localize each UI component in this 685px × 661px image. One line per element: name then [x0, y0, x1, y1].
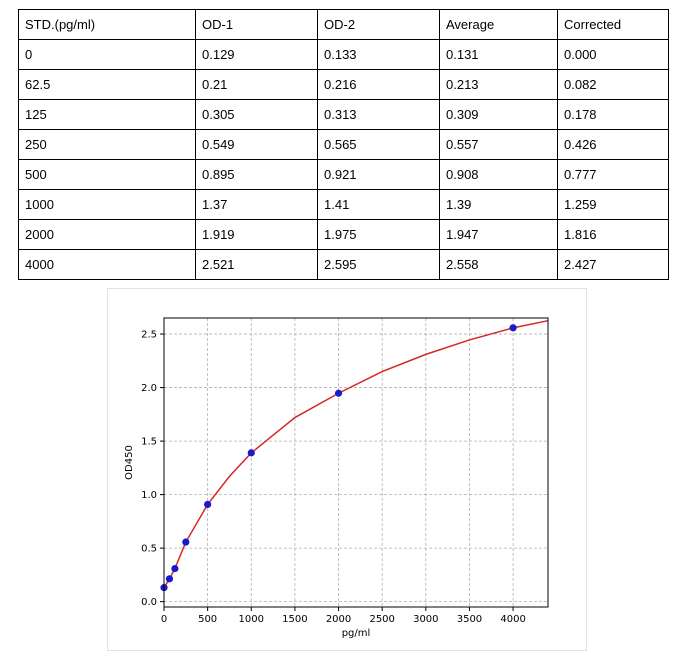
- table-cell: 0.426: [557, 129, 669, 160]
- data-point: [171, 564, 179, 573]
- y-tick-label: 0.0: [141, 597, 157, 608]
- table-header-cell: OD-2: [317, 9, 440, 40]
- data-point: [509, 324, 517, 332]
- table-cell: 0.133: [317, 39, 440, 70]
- x-tick-label: 4000: [500, 614, 525, 625]
- table-cell: 1.947: [439, 219, 558, 250]
- table-cell: 250: [18, 129, 196, 160]
- x-tick-label: 2500: [369, 614, 394, 625]
- table-row: 1000 1.37 1.41 1.39 1.259: [18, 189, 669, 220]
- table-cell: 0.129: [195, 39, 318, 70]
- table-cell: 0.178: [557, 99, 669, 130]
- x-tick-label: 3500: [457, 614, 482, 625]
- table-cell: 0.313: [317, 99, 440, 130]
- table-cell: 2.595: [317, 249, 440, 280]
- table-cell: 1000: [18, 189, 196, 220]
- table-cell: 0.921: [317, 159, 440, 190]
- table-cell: 2.427: [557, 249, 669, 280]
- chart-svg: 0 500 1000 1500 2000 2500 3000 3500 4000 0.0 0.5 1.…: [124, 317, 549, 639]
- table-cell: 0.131: [439, 39, 558, 70]
- table-cell: 0.549: [195, 129, 318, 160]
- table-cell: 0.908: [439, 159, 558, 190]
- table-cell: 0.777: [557, 159, 669, 190]
- y-tick-label: 1.5: [141, 437, 157, 448]
- table-cell: 0.557: [439, 129, 558, 160]
- table-row: 0 0.129 0.133 0.131 0.000: [18, 39, 669, 70]
- table-header-cell: Corrected: [557, 9, 669, 40]
- data-point: [334, 389, 343, 397]
- table-cell: 0.565: [317, 129, 440, 160]
- table-row: 2000 1.919 1.975 1.947 1.816: [18, 219, 669, 250]
- table-header-cell: Average: [439, 9, 558, 40]
- fit-curve-line: [163, 319, 549, 589]
- data-point: [165, 575, 174, 583]
- table-row: 250 0.549 0.565 0.557 0.426: [18, 129, 669, 160]
- x-tick-label: 3000: [413, 614, 438, 625]
- x-axis-title: pg/ml: [342, 628, 371, 639]
- table-row: 500 0.895 0.921 0.908 0.777: [18, 159, 669, 190]
- table-cell: 0.305: [195, 99, 318, 130]
- table-cell: 125: [18, 99, 196, 130]
- table-cell: 0.082: [557, 69, 669, 100]
- y-tick-label: 0.5: [141, 544, 157, 555]
- table-cell: 0.000: [557, 39, 669, 70]
- table-cell: 1.259: [557, 189, 669, 220]
- table-header-row: STD.(pg/ml) OD-1 OD-2 Average Corrected: [18, 9, 669, 40]
- table-cell: 500: [18, 159, 196, 190]
- table-cell: 0.216: [317, 69, 440, 100]
- y-tick-label: 1.0: [141, 490, 157, 501]
- x-tick-label: 1000: [239, 614, 264, 625]
- table-cell: 0.309: [439, 99, 558, 130]
- standard-table: STD.(pg/ml) OD-1 OD-2 Average Corrected 0 0.12…: [18, 9, 669, 280]
- data-point: [204, 500, 212, 509]
- y-tick-label: 2.5: [141, 330, 157, 341]
- table-cell: 0: [18, 39, 196, 70]
- table-header-cell: STD.(pg/ml): [18, 9, 196, 40]
- table-cell: 2.558: [439, 249, 558, 280]
- table-cell: 1.975: [317, 219, 440, 250]
- table-cell: 1.919: [195, 219, 318, 250]
- table-cell: 0.21: [195, 69, 318, 100]
- table-cell: 0.895: [195, 159, 318, 190]
- x-tick-label: 1500: [282, 614, 307, 625]
- table-cell: 4000: [18, 249, 196, 280]
- y-axis-title: OD450: [124, 445, 135, 480]
- standard-curve-chart: 0 500 1000 1500 2000 2500 3000 3500 4000 0.0 0.5 1.…: [107, 288, 587, 651]
- x-tick-label: 2000: [326, 614, 351, 625]
- table-cell: 1.39: [439, 189, 558, 220]
- y-tick-label: 2.0: [141, 383, 157, 394]
- table-header-cell: OD-1: [195, 9, 318, 40]
- data-point: [247, 449, 255, 457]
- table-row: 125 0.305 0.313 0.309 0.178: [18, 99, 669, 130]
- table-cell: 2.521: [195, 249, 318, 280]
- x-tick-label: 500: [198, 614, 217, 625]
- table-row: 4000 2.521 2.595 2.558 2.427: [18, 249, 669, 280]
- table-cell: 1.816: [557, 219, 669, 250]
- table-cell: 62.5: [18, 69, 196, 100]
- table-cell: 1.37: [195, 189, 318, 220]
- data-point: [182, 538, 190, 546]
- x-tick-label: 0: [161, 614, 167, 625]
- table-row: 62.5 0.21 0.216 0.213 0.082: [18, 69, 669, 100]
- table-cell: 1.41: [317, 189, 440, 220]
- table-cell: 0.213: [439, 69, 558, 100]
- table-cell: 2000: [18, 219, 196, 250]
- plot-frame: [163, 317, 549, 608]
